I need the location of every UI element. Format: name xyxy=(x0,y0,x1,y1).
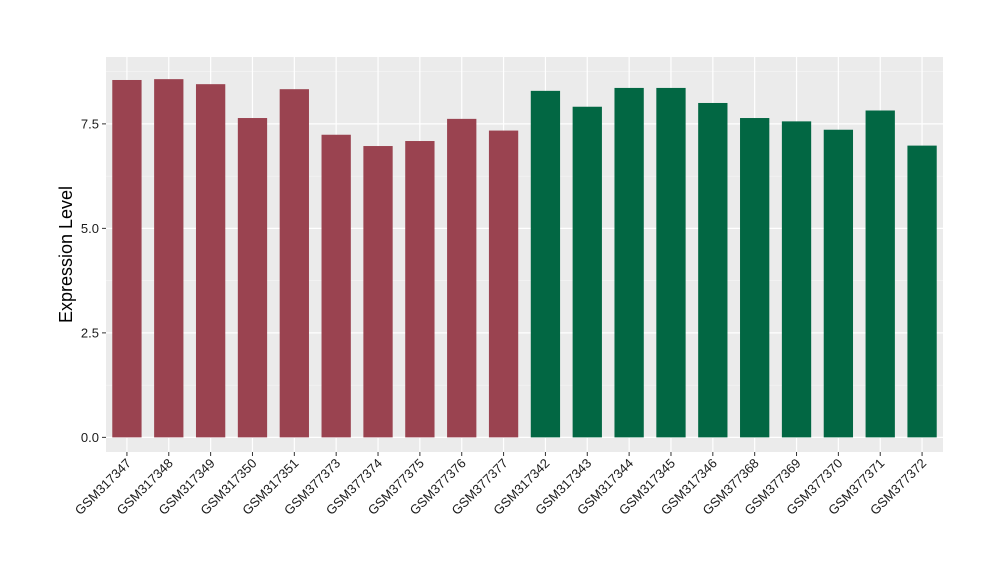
y-tick-label: 5.0 xyxy=(81,221,99,236)
y-tick-label: 2.5 xyxy=(81,325,99,340)
bar xyxy=(195,84,226,438)
bar xyxy=(698,102,728,438)
bar xyxy=(363,146,393,438)
bars-group xyxy=(112,79,937,438)
bar xyxy=(572,106,602,438)
y-axis: 0.0 2.5 5.0 7.5 xyxy=(81,116,106,445)
bar xyxy=(488,130,519,438)
y-tick-label: 0.0 xyxy=(81,430,99,445)
bar xyxy=(279,89,309,438)
bar xyxy=(865,110,895,438)
bar xyxy=(823,129,854,438)
bar xyxy=(907,145,937,438)
bar xyxy=(447,118,477,438)
bar xyxy=(237,118,268,438)
bar xyxy=(656,87,686,438)
bar xyxy=(614,87,644,438)
bar xyxy=(405,141,435,438)
bar xyxy=(112,79,142,438)
x-axis: GSM317347GSM317348GSM317349GSM317350GSM3… xyxy=(72,452,929,518)
y-tick-label: 7.5 xyxy=(81,116,99,131)
bar xyxy=(530,90,561,438)
bar xyxy=(781,121,812,438)
bar xyxy=(740,118,770,438)
bar xyxy=(321,134,351,438)
bar xyxy=(154,79,184,438)
plot-panel xyxy=(106,57,943,452)
y-axis-title: Expression Level xyxy=(56,186,76,323)
